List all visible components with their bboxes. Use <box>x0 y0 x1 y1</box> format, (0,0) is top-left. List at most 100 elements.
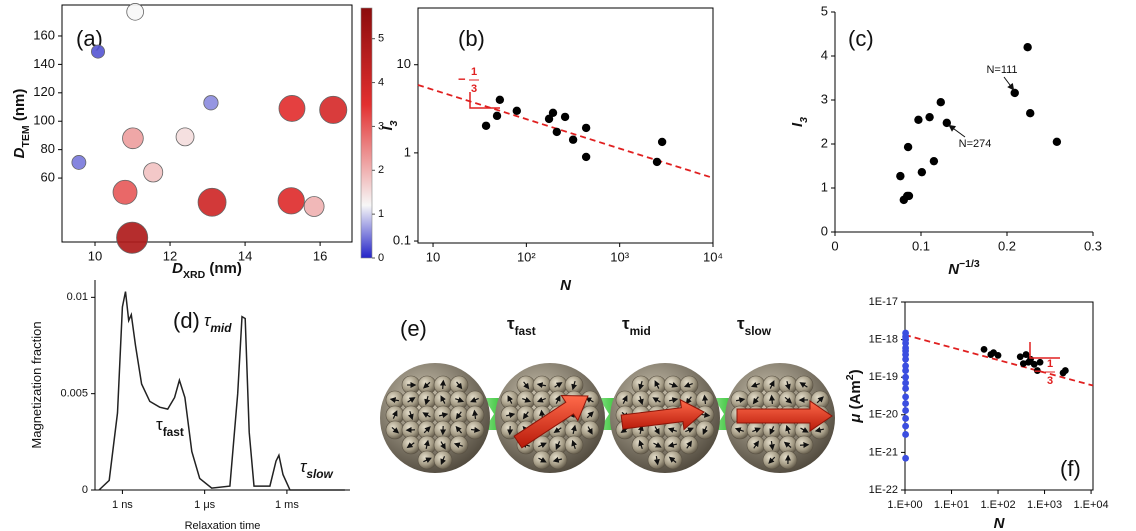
spin-arrow <box>816 396 824 404</box>
bubble <box>319 95 348 124</box>
x-tick-label: 16 <box>313 248 327 263</box>
spin-arrow <box>423 381 431 389</box>
point <box>1023 43 1032 52</box>
text-part: N <box>560 277 572 294</box>
point <box>512 106 522 116</box>
text-part: 3 <box>388 120 400 126</box>
spin-arrow <box>683 381 693 388</box>
point <box>568 135 578 144</box>
panel-label: (b) <box>458 26 485 51</box>
spin-arrow <box>769 380 775 389</box>
spin-arrow <box>654 426 660 435</box>
point <box>902 454 909 462</box>
bubble <box>122 127 144 150</box>
text-part: τ <box>622 314 630 333</box>
point <box>652 157 662 167</box>
spin-arrow <box>783 441 792 448</box>
x-tick-label: 10⁴ <box>703 249 723 264</box>
spin-arrow <box>407 411 414 421</box>
spin-arrow <box>685 427 694 433</box>
spin-arrow <box>507 395 513 404</box>
bubble <box>175 127 195 147</box>
slope-sign: − <box>458 71 466 86</box>
point <box>902 339 909 347</box>
spin-arrow <box>768 440 775 451</box>
spin-arrow <box>538 442 547 448</box>
text-part: τ <box>156 415 163 434</box>
y-tick-label: 4 <box>821 47 828 62</box>
text-part: mid <box>210 321 232 335</box>
point <box>902 407 909 414</box>
slope-triangle <box>469 92 500 109</box>
y-tick-label: 160 <box>33 27 55 42</box>
spin-arrow <box>423 439 430 450</box>
point <box>994 352 1002 359</box>
spin-arrow <box>669 381 679 388</box>
slope-den: 3 <box>471 83 477 95</box>
text-part: τ <box>507 314 515 333</box>
y-tick-label: 1E-21 <box>869 446 898 458</box>
spin-arrow <box>637 424 644 435</box>
spin-arrow <box>438 412 449 419</box>
spin-arrow <box>406 442 415 449</box>
y-tick-label: 140 <box>33 56 55 71</box>
spin-arrow <box>439 379 446 390</box>
x-tick-label: 0.2 <box>998 238 1016 253</box>
point <box>1036 358 1044 366</box>
point <box>942 118 951 128</box>
point <box>914 115 923 125</box>
text-part: (Am <box>847 380 864 413</box>
y-axis-label: μ (Am2) <box>844 369 864 423</box>
slope-num: 1 <box>1047 358 1053 370</box>
bubble <box>116 221 149 254</box>
point <box>902 362 909 370</box>
point <box>1052 137 1062 146</box>
spin-arrow <box>653 442 662 448</box>
step-label: τmid <box>622 314 651 338</box>
spin-arrow <box>753 440 760 449</box>
panel-label: (f) <box>1060 456 1081 481</box>
x-tick-label: 1 μs <box>194 499 216 511</box>
text-part: 2 <box>844 374 856 380</box>
point <box>902 400 909 407</box>
fit-line <box>417 84 714 179</box>
bubble <box>278 95 306 122</box>
spin-arrow <box>505 412 516 419</box>
spin-arrow <box>423 426 431 434</box>
y-tick-label: 0 <box>821 223 828 238</box>
point <box>1026 109 1035 118</box>
colorbar-tick-label: 0 <box>378 252 384 264</box>
text-part: fast <box>515 324 536 338</box>
spin-arrow <box>668 456 677 463</box>
point <box>980 345 988 353</box>
bubble <box>91 44 106 59</box>
text-part: XRD <box>183 269 206 281</box>
colorbar-tick-label: 2 <box>378 164 384 176</box>
text-part: τ <box>737 314 745 333</box>
spin-arrow <box>686 440 692 449</box>
y-tick-label: 10 <box>397 56 411 71</box>
spin-arrow <box>522 396 532 403</box>
point <box>581 152 591 162</box>
text-part: N <box>994 515 1006 531</box>
text-part: −1/3 <box>959 258 980 270</box>
slope-num: 1 <box>471 66 477 78</box>
point <box>917 167 927 177</box>
step-label: τfast <box>507 314 536 338</box>
spin-arrow <box>587 426 593 435</box>
point <box>1061 367 1069 374</box>
bubble <box>143 162 164 183</box>
slope-sign: − <box>1034 363 1042 378</box>
y-tick-label: 60 <box>41 169 55 184</box>
point <box>560 112 570 122</box>
point <box>552 127 562 137</box>
annotation: τslow <box>300 457 334 481</box>
text-part: TEM <box>20 125 32 147</box>
spin-arrow <box>555 441 561 450</box>
x-tick-label: 12 <box>163 248 177 263</box>
spin-arrow <box>472 409 479 420</box>
y-axis-label: I3 <box>789 117 810 127</box>
y-tick-label: 1E-20 <box>869 409 898 421</box>
text-part: Magnetization fraction <box>29 321 44 448</box>
text-part: D <box>172 260 183 277</box>
